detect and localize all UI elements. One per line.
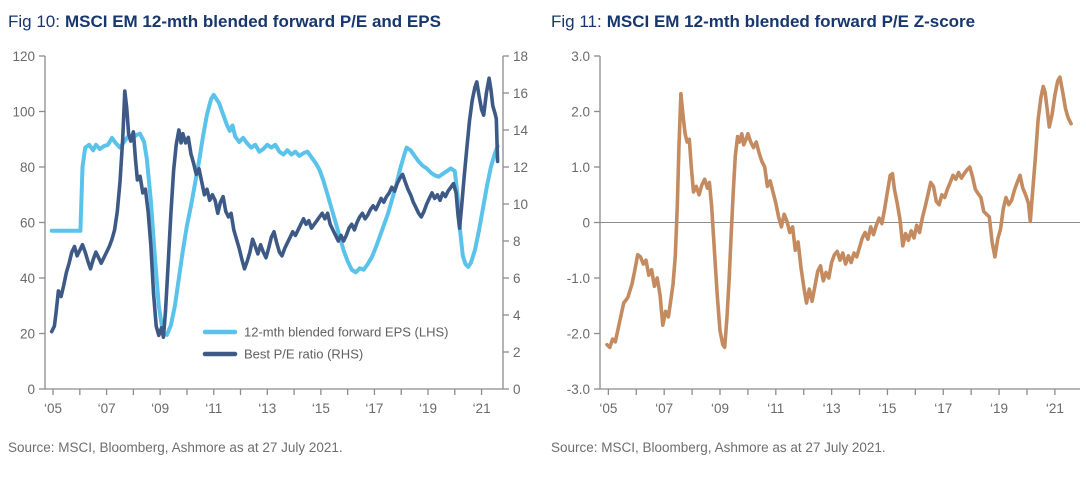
- y-right-tick-label: 0: [513, 382, 521, 397]
- x-tick-label: ‘17: [365, 401, 383, 416]
- y-right-tick-label: 2: [513, 345, 521, 360]
- figure-10-panel: Fig 10: MSCI EM 12-mth blended forward P/…: [0, 0, 543, 455]
- y-right-tick-label: 4: [513, 308, 521, 323]
- fig10-title-text: MSCI EM 12-mth blended forward P/E and E…: [64, 12, 441, 31]
- y-right-tick-label: 18: [513, 49, 528, 64]
- fig10-source: Source: MSCI, Bloomberg, Ashmore as at 2…: [8, 440, 343, 455]
- series-line-0: [49, 92, 500, 337]
- fig10-chart: 0 20 40 60 80 100 120 0 2 4 6 8 10 12 14 16 18 ‘05 ‘07 ‘09 ‘…: [12, 49, 529, 416]
- y-left-tick-label: 60: [20, 215, 35, 230]
- y-right-tick-label: 14: [513, 123, 529, 138]
- figure-11-panel: Fig 11: MSCI EM 12-mth blended forward P/…: [543, 0, 1086, 455]
- y-left-tick-label: -2.0: [567, 326, 590, 341]
- x-tick-label: ‘13: [258, 401, 276, 416]
- y-left-tick-label: -1.0: [567, 271, 590, 286]
- x-tick-label: ‘21: [1046, 401, 1064, 416]
- y-right-tick-label: 10: [513, 197, 528, 212]
- y-left-tick-label: 3.0: [571, 49, 590, 64]
- x-tick-label: ‘17: [934, 401, 952, 416]
- y-left-tick-label: 40: [20, 271, 35, 286]
- x-tick-label: ‘05: [44, 401, 62, 416]
- x-tick-label: ‘15: [878, 401, 896, 416]
- x-tick-label: ‘09: [711, 401, 729, 416]
- y-left-tick-label: -3.0: [567, 382, 590, 397]
- fig10-label: Fig 10:: [8, 12, 60, 31]
- x-tick-label: ‘13: [823, 401, 841, 416]
- legend-label-1: Best P/E ratio (RHS): [244, 347, 363, 362]
- series-line-0: [605, 75, 1073, 350]
- y-right-tick-label: 8: [513, 234, 521, 249]
- x-tick-label: ‘15: [312, 401, 330, 416]
- x-tick-label: ‘09: [151, 401, 169, 416]
- y-right-tick-label: 6: [513, 271, 521, 286]
- legend-label-0: 12-mth blended forward EPS (LHS): [244, 325, 448, 340]
- y-right-tick-label: 12: [513, 160, 528, 175]
- fig11-source: Source: MSCI, Bloomberg, Ashmore as at 2…: [551, 440, 886, 455]
- y-left-tick-label: 1.0: [571, 160, 590, 175]
- x-tick-label: ‘07: [655, 401, 673, 416]
- x-tick-label: ‘11: [205, 401, 222, 416]
- series-line-1: [49, 76, 500, 340]
- x-tick-label: ‘19: [990, 401, 1008, 416]
- fig11-chart: 3.0 2.0 1.0 0 -1.0 -2.0 -3.0 ‘05 ‘07 ‘09 ‘11 ‘13 ‘15…: [567, 49, 1080, 416]
- fig11-title-text: MSCI EM 12-mth blended forward P/E Z-sco…: [606, 12, 976, 31]
- y-left-tick-label: 20: [20, 326, 35, 341]
- figures-row: Fig 10: MSCI EM 12-mth blended forward P/…: [0, 0, 1086, 455]
- x-tick-label: ‘07: [98, 401, 116, 416]
- y-left-tick-label: 120: [12, 49, 35, 64]
- y-left-tick-label: 0: [582, 215, 590, 230]
- fig11-label: Fig 11:: [551, 12, 602, 31]
- x-tick-label: ‘05: [599, 401, 617, 416]
- y-left-tick-label: 100: [12, 104, 35, 119]
- y-right-tick-label: 16: [513, 86, 528, 101]
- y-left-tick-label: 80: [20, 160, 35, 175]
- fig11-title: Fig 11: MSCI EM 12-mth blended forward P/…: [543, 0, 1086, 36]
- fig10-title: Fig 10: MSCI EM 12-mth blended forward P/…: [0, 0, 543, 36]
- x-tick-label: ‘21: [473, 401, 491, 416]
- y-left-tick-label: 0: [27, 382, 35, 397]
- x-tick-label: ‘19: [419, 401, 437, 416]
- y-left-tick-label: 2.0: [571, 104, 590, 119]
- x-tick-label: ‘11: [767, 401, 784, 416]
